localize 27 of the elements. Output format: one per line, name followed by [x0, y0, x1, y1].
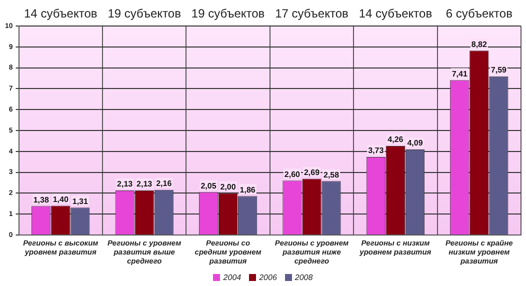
data-label: 2,16 — [156, 179, 172, 188]
data-label: 1,40 — [52, 194, 69, 204]
text: 17 субъектов — [275, 6, 348, 20]
legend-label: 2006 — [259, 272, 277, 282]
data-label: 3,73 — [368, 146, 384, 156]
data-label: 2,13 — [117, 180, 134, 189]
data-label: 2,13 — [136, 180, 153, 189]
data-label: 1,31 — [72, 196, 88, 206]
text: 14 субъектов — [358, 6, 432, 20]
data-label: 7,41 — [452, 69, 468, 78]
text: 6 субъектов — [446, 6, 512, 20]
data-label: 2,58 — [323, 170, 340, 180]
text: 19 субъектов — [191, 6, 265, 20]
data-label: 7,59 — [490, 66, 508, 75]
data-label: 4,26 — [388, 135, 404, 144]
data-label: 8,82 — [471, 40, 488, 49]
legend-label: 2008 — [294, 272, 313, 282]
text: 14 субъектов — [24, 6, 98, 20]
data-label: 1,86 — [240, 185, 256, 194]
text: 19 субъектов — [108, 6, 181, 20]
data-label: 2,00 — [220, 182, 236, 192]
data-label: 2,69 — [304, 168, 320, 177]
legend-label: 2004 — [223, 272, 242, 282]
data-label: 2,05 — [200, 181, 217, 190]
data-label: 4,09 — [407, 138, 424, 148]
data-label: 1,38 — [33, 195, 50, 204]
data-label: 2,60 — [284, 170, 301, 179]
